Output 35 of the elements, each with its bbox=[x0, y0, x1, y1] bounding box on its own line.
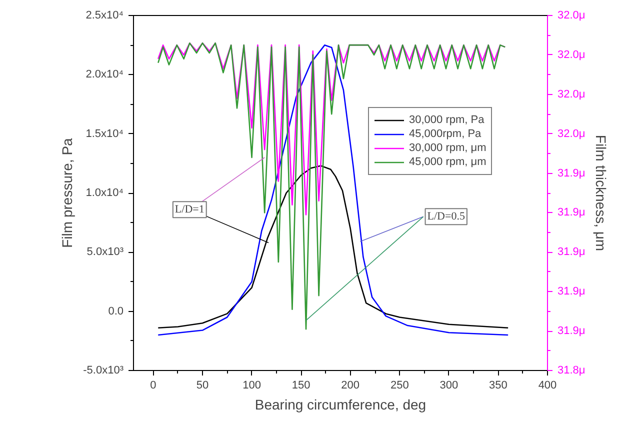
annotation: L/D=1 bbox=[174, 204, 204, 216]
y2-axis-title: Film thickness, μm bbox=[593, 134, 610, 252]
legend-label: 45,000 rpm, μm bbox=[409, 155, 486, 169]
y2-tick-label: 32.0μ bbox=[558, 128, 586, 140]
y2-tick-label: 32.0μ bbox=[558, 48, 586, 61]
y2-tick-label: 32.0μ bbox=[558, 88, 586, 100]
x-tick-label: 150 bbox=[292, 380, 310, 392]
x-tick-label: 0 bbox=[150, 380, 156, 392]
y-tick-label: 1.5x10⁴ bbox=[86, 128, 124, 140]
y2-tick-label: 31.8μ bbox=[558, 364, 586, 376]
x-tick-label: 300 bbox=[440, 380, 458, 392]
legend-label: 30,000 rpm, μm bbox=[409, 141, 486, 155]
y2-tick-label: 31.9μ bbox=[558, 167, 586, 180]
x-axis-title: Bearing circumference, deg bbox=[254, 396, 426, 412]
y-axis-title: Film pressure, Pa bbox=[59, 138, 76, 248]
y-tick-label: -5.0x10³ bbox=[83, 364, 124, 376]
y-tick-label: 2.5x10⁴ bbox=[86, 10, 124, 22]
y2-tick-label: 31.9μ bbox=[558, 286, 586, 298]
y2-tick-label: 31.9μ bbox=[558, 325, 586, 338]
y-tick-label: 2.0x10⁴ bbox=[86, 68, 124, 81]
x-tick-label: 350 bbox=[489, 380, 508, 392]
y2-tick-label: 32.0μ bbox=[558, 10, 586, 22]
y-tick-label: 5.0x10³ bbox=[86, 246, 124, 258]
legend-label: 45,000rpm, Pa bbox=[409, 127, 482, 141]
legend-label: 30,000 rpm, Pa bbox=[409, 113, 484, 127]
y2-tick-label: 31.9μ bbox=[558, 206, 586, 219]
annotation: L/D=0.5 bbox=[427, 210, 466, 223]
x-tick-label: 50 bbox=[196, 380, 209, 392]
x-tick-label: 100 bbox=[242, 380, 261, 392]
y-tick-label: 0.0 bbox=[108, 305, 124, 318]
x-tick-label: 200 bbox=[341, 380, 360, 392]
y2-tick-label: 31.9μ bbox=[558, 246, 586, 258]
x-tick-label: 250 bbox=[390, 380, 409, 392]
x-tick-label: 400 bbox=[538, 380, 557, 392]
y-tick-label: 1.0x10⁴ bbox=[86, 187, 124, 199]
